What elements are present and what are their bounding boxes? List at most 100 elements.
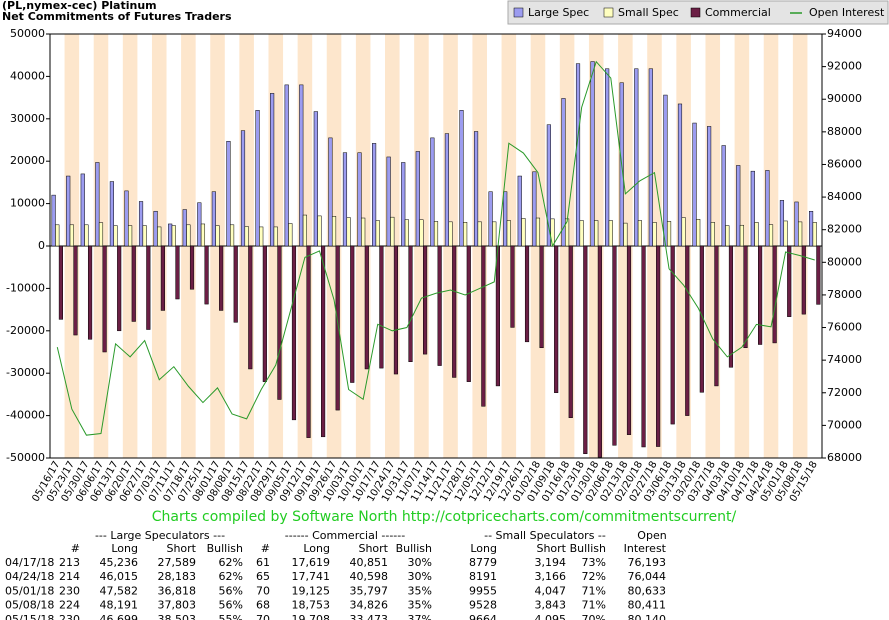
bar [506,220,511,247]
table-cell: 17,741 [292,570,331,583]
bar [692,122,697,247]
table-cell: 72% [582,570,606,583]
table-cell: 62% [219,556,243,569]
bar [142,225,147,247]
bar [590,61,595,247]
bar [754,222,759,247]
table-cell: 65 [256,570,270,583]
table-cell: 8191 [469,570,497,583]
y2-tick-label: 82000 [827,223,862,236]
y-tick-label: -10000 [6,281,45,294]
table-cell: 46,015 [100,570,139,583]
y2-tick-label: 72000 [827,386,862,399]
bar [171,225,176,247]
y2-tick-label: 92000 [827,60,862,73]
bar [430,137,435,247]
bar [725,225,730,247]
table-cell: 04/24/18 [5,570,54,583]
y2-tick-label: 70000 [827,418,862,431]
table-cell: 35% [408,599,432,612]
bar [69,224,74,247]
bar [546,124,551,247]
bar [288,223,293,247]
table-cell: 4,095 [535,613,567,620]
table-cell: 68 [256,599,270,612]
bar [211,191,216,247]
legend-swatch [513,7,524,18]
bar [160,245,165,311]
bar [350,245,355,383]
bar [696,219,701,247]
bar [401,162,406,247]
legend-label: Commercial [705,6,771,19]
bar [128,225,133,247]
bar [463,222,468,247]
bar [787,245,792,317]
bar [681,217,686,247]
y-tick-label: 50000 [10,27,45,40]
table-cell: 70 [256,584,270,597]
y-tick-label: 0 [38,239,45,252]
table-column: Short [166,542,196,555]
table-column: Short [358,542,388,555]
bar [386,156,391,247]
bar [302,214,307,247]
bar [364,245,369,370]
table-cell: 45,236 [100,556,139,569]
table-cell: 27,589 [158,556,197,569]
table-cell: 56% [219,584,243,597]
bar [197,202,202,247]
legend-label: Open Interest [809,6,885,19]
chart-subtitle: Net Commitments of Futures Traders [2,10,232,23]
bar [95,162,100,247]
bar [568,245,573,418]
bar [335,245,340,411]
bar [233,245,238,323]
bar [575,63,581,247]
bar [393,245,399,375]
bar [313,111,318,247]
y2-tick-label: 88000 [827,125,862,138]
bar [444,133,449,247]
table-cell: 70 [256,613,270,620]
table-cell: 35,797 [350,584,389,597]
bar [219,245,224,311]
bar [481,245,486,407]
y-tick-label: -40000 [6,409,45,422]
bar [652,222,657,247]
chart-title: (PL,nymex-cec) Platinum [2,0,157,12]
bar [291,245,297,421]
bar [488,191,493,247]
bar [175,245,180,300]
bar [492,221,497,247]
bar [259,226,264,247]
table-cell: 224 [59,599,80,612]
bar [634,68,639,247]
table-cell: 05/15/18 [5,613,54,620]
table-cell: 47,582 [100,584,139,597]
bar [186,224,191,247]
bar [473,131,479,247]
bar [517,175,522,247]
table-cell: 230 [59,584,80,597]
bar [262,245,267,382]
bar [794,201,799,247]
bar [608,220,613,247]
table-cell: 230 [59,613,80,620]
table-column: Long [470,542,497,555]
bar [73,245,78,336]
bar [437,245,442,366]
bar [215,225,220,247]
bar [204,245,209,305]
bar [714,245,719,387]
bar [736,165,741,247]
bar [273,226,278,247]
table-cell: 19,125 [292,584,331,597]
bar [415,151,420,247]
bar [408,245,413,363]
table-column: Long [111,542,138,555]
table-cell: 46,699 [100,613,139,620]
y2-tick-label: 84000 [827,190,862,203]
bar [284,84,289,247]
bar [779,200,785,247]
